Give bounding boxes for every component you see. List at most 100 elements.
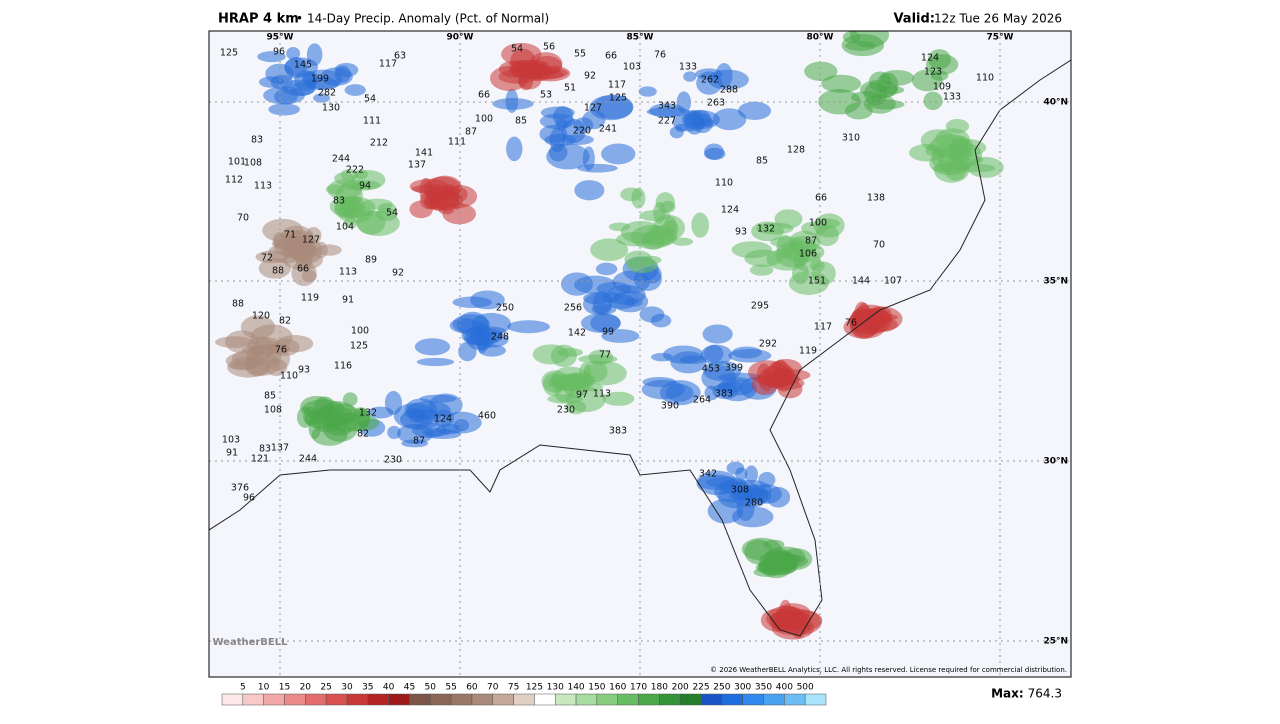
precip-blob <box>967 156 1004 178</box>
anomaly-value: 130 <box>322 103 340 114</box>
anomaly-value: 85 <box>756 156 768 167</box>
precip-blob <box>712 108 747 131</box>
map-layer: 1451992821301112122442229483541048992113… <box>209 31 1071 677</box>
anomaly-value: 248 <box>491 332 509 343</box>
anomaly-value: 101 <box>228 157 246 168</box>
anomaly-value: 141 <box>415 148 433 159</box>
colorbar-swatch <box>367 693 389 706</box>
anomaly-value: 120 <box>252 311 270 322</box>
logo: WeatherBELL <box>212 637 288 648</box>
precip-blob <box>583 361 627 386</box>
anomaly-value: 132 <box>757 224 775 235</box>
anomaly-value: 70 <box>237 213 249 224</box>
precip-blob <box>704 143 724 160</box>
precip-blob <box>702 324 733 344</box>
product-title: 14-Day Precip. Anomaly (Pct. of Normal) <box>307 12 549 26</box>
anomaly-value: 123 <box>924 67 942 78</box>
colorbar-label: 170 <box>630 683 647 693</box>
anomaly-value: 343 <box>658 101 676 112</box>
precip-blob <box>722 379 755 396</box>
precip-blob <box>601 329 640 343</box>
anomaly-value: 220 <box>573 126 591 137</box>
colorbar-swatch <box>471 693 494 706</box>
colorbar-label: 10 <box>258 683 270 693</box>
colorbar-label: 75 <box>508 683 519 693</box>
precip-blob <box>645 225 678 245</box>
precip-blob <box>399 408 442 430</box>
anomaly-value: 460 <box>478 411 496 422</box>
precip-blob <box>788 271 829 295</box>
colorbar-label: 500 <box>797 683 814 693</box>
precip-blob <box>577 163 618 173</box>
precip-blob <box>679 355 706 364</box>
precip-blob <box>409 178 449 194</box>
precip-blob <box>764 373 795 387</box>
precip-blob <box>612 270 651 294</box>
precip-blob <box>735 467 748 481</box>
precip-blob <box>449 318 480 334</box>
colorbar-label: 250 <box>713 683 730 693</box>
colorbar-swatch <box>575 693 598 706</box>
precip-blob <box>728 348 772 363</box>
valid-label: Valid: <box>893 12 935 27</box>
precip-blob <box>616 231 655 247</box>
colorbar-swatch <box>763 693 785 706</box>
anomaly-value: 117 <box>814 322 832 333</box>
precip-blob <box>691 212 710 238</box>
precip-blob <box>344 84 366 96</box>
anomaly-value: 108 <box>264 405 282 416</box>
precip-blob <box>651 352 673 362</box>
colorbar-label: 25 <box>320 683 331 693</box>
colorbar-swatch <box>263 693 285 706</box>
precip-blob <box>257 51 286 63</box>
anomaly-value: 124 <box>721 205 739 216</box>
colorbar-swatch <box>492 693 514 706</box>
precip-blob <box>842 31 861 43</box>
anomaly-value: 111 <box>363 116 381 127</box>
anomaly-value: 104 <box>336 222 354 233</box>
precip-blob <box>342 392 358 407</box>
colorbar-label: 350 <box>755 683 772 693</box>
precip-blob <box>296 406 313 428</box>
precip-blob <box>270 74 294 90</box>
anomaly-value: 137 <box>408 160 426 171</box>
anomaly-value: 83 <box>259 444 271 455</box>
colorbar-label: 40 <box>383 683 395 693</box>
anomaly-value: 399 <box>725 363 743 374</box>
precip-blob <box>683 71 697 82</box>
precip-blob <box>254 336 274 359</box>
anomaly-value: 66 <box>478 90 490 101</box>
precip-blob <box>273 231 314 253</box>
colorbar-swatch <box>638 693 660 706</box>
anomaly-value: 119 <box>799 346 817 357</box>
precip-blob <box>334 62 359 77</box>
precip-blob <box>737 101 772 120</box>
anomaly-value: 342 <box>699 469 717 480</box>
precip-blob <box>736 495 755 522</box>
precip-blob <box>506 136 523 162</box>
anomaly-value: 77 <box>599 350 611 361</box>
max-label: Max: <box>991 687 1024 701</box>
precip-blob <box>602 391 635 406</box>
precip-blob <box>428 393 463 417</box>
latitude-label: 25°N <box>1043 637 1068 647</box>
anomaly-value: 295 <box>751 301 769 312</box>
colorbar-swatch <box>430 693 452 706</box>
colorbar-swatch <box>221 693 244 706</box>
precip-blob <box>868 71 892 93</box>
precip-blob <box>804 61 838 82</box>
precip-blob <box>414 338 451 356</box>
anomaly-value: 66 <box>815 193 827 204</box>
precip-blob <box>595 262 618 276</box>
colorbar-swatch <box>617 693 639 706</box>
anomaly-value: 88 <box>232 299 244 310</box>
colorbar-swatch <box>242 693 264 706</box>
precip-blob <box>326 424 352 436</box>
anomaly-value: 83 <box>333 196 345 207</box>
anomaly-value: 282 <box>318 88 336 99</box>
anomaly-value: 263 <box>707 98 725 109</box>
precip-blob <box>744 249 783 267</box>
precip-blob <box>675 123 688 133</box>
anomaly-value: 82 <box>279 316 291 327</box>
precip-blob <box>539 113 576 130</box>
